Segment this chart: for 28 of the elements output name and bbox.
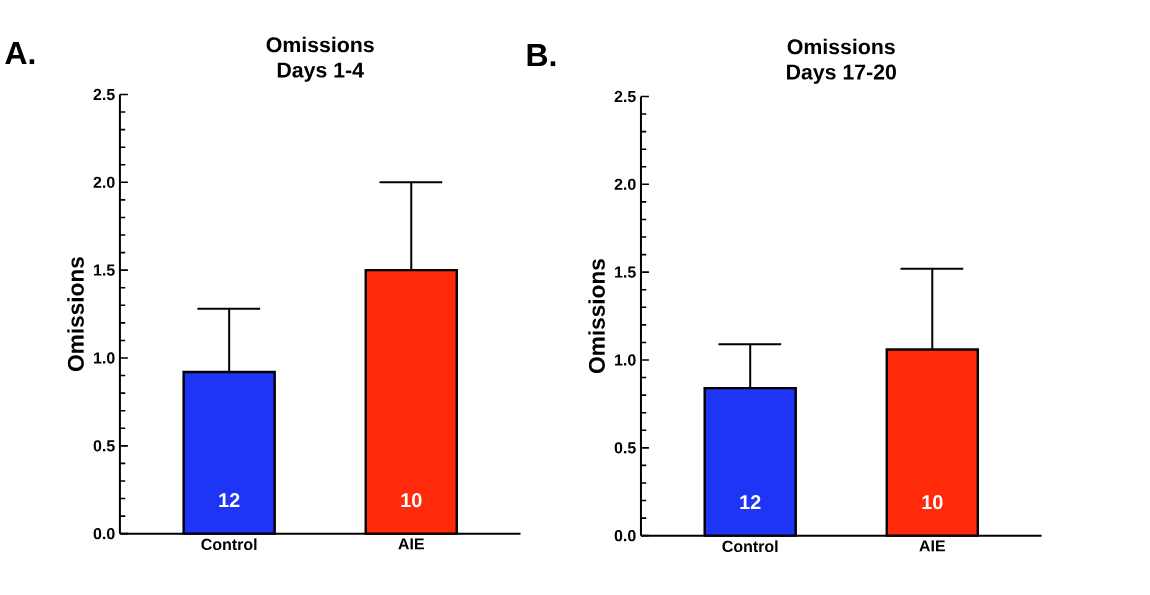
annotation: 10 bbox=[922, 495, 943, 510]
chart-title: Omissions bbox=[266, 36, 374, 53]
y-tick-label: 2.0 bbox=[614, 178, 636, 191]
text: B. bbox=[527, 44, 556, 67]
x-tick-label: AIE bbox=[398, 538, 424, 550]
y-tick-label: 0.5 bbox=[614, 442, 636, 454]
y-axis-title: Omissions bbox=[588, 259, 605, 374]
chart-subtitle: Days 17-20 bbox=[787, 64, 896, 84]
y-tick-label: 0.0 bbox=[614, 530, 636, 542]
y-tick-label: 0.5 bbox=[93, 440, 115, 452]
annotation: 12 bbox=[740, 495, 761, 510]
chart-subtitle: Days 1-4 bbox=[277, 62, 364, 82]
chart-title: Omissions bbox=[787, 38, 895, 55]
y-tick-label: 1.0 bbox=[615, 354, 636, 366]
annotation: 10 bbox=[401, 493, 422, 508]
y-tick-label: 0.0 bbox=[93, 528, 115, 540]
x-tick-label: Control bbox=[722, 540, 778, 553]
y-tick-label: 1.5 bbox=[94, 264, 115, 276]
text: A. bbox=[5, 42, 35, 65]
y-tick-label: 2.5 bbox=[614, 90, 636, 103]
y-tick-label: 1.0 bbox=[94, 352, 115, 364]
y-tick-label: 2.0 bbox=[93, 176, 115, 189]
y-tick-label: 1.5 bbox=[615, 266, 636, 278]
y-axis-title: Omissions bbox=[67, 257, 84, 372]
x-tick-label: Control bbox=[201, 538, 257, 551]
annotation: 12 bbox=[219, 493, 240, 508]
x-tick-label: AIE bbox=[919, 540, 945, 552]
y-tick-label: 2.5 bbox=[93, 88, 115, 101]
